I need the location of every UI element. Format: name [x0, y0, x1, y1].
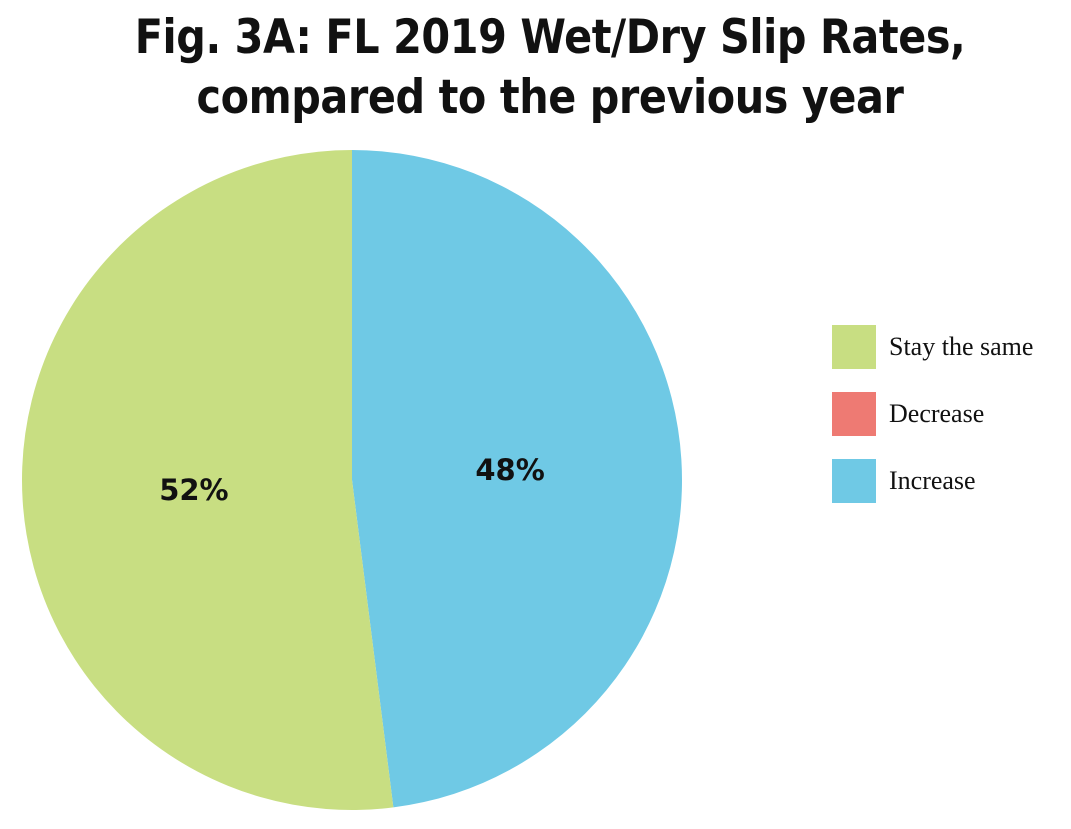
legend-swatch: [832, 325, 876, 369]
legend-swatch: [832, 459, 876, 503]
legend-item: Decrease: [832, 392, 1033, 436]
chart-title: Fig. 3A: FL 2019 Wet/Dry Slip Rates, com…: [66, 8, 1034, 128]
title-line-1: Fig. 3A: FL 2019 Wet/Dry Slip Rates,: [134, 10, 966, 65]
legend-label: Decrease: [889, 399, 985, 428]
pie-slice-increase: [352, 150, 682, 808]
legend: Stay the same Decrease Increase: [832, 325, 1033, 526]
data-label: 52%: [159, 473, 228, 507]
pie-slice-stay-the-same: [21, 150, 394, 810]
data-label: 48%: [475, 453, 544, 487]
title-line-2: compared to the previous year: [196, 70, 904, 125]
legend-label: Stay the same: [889, 332, 1034, 361]
legend-item: Stay the same: [832, 325, 1033, 369]
legend-item: Increase: [832, 459, 1033, 503]
legend-swatch: [832, 392, 876, 436]
legend-label: Increase: [889, 466, 976, 495]
